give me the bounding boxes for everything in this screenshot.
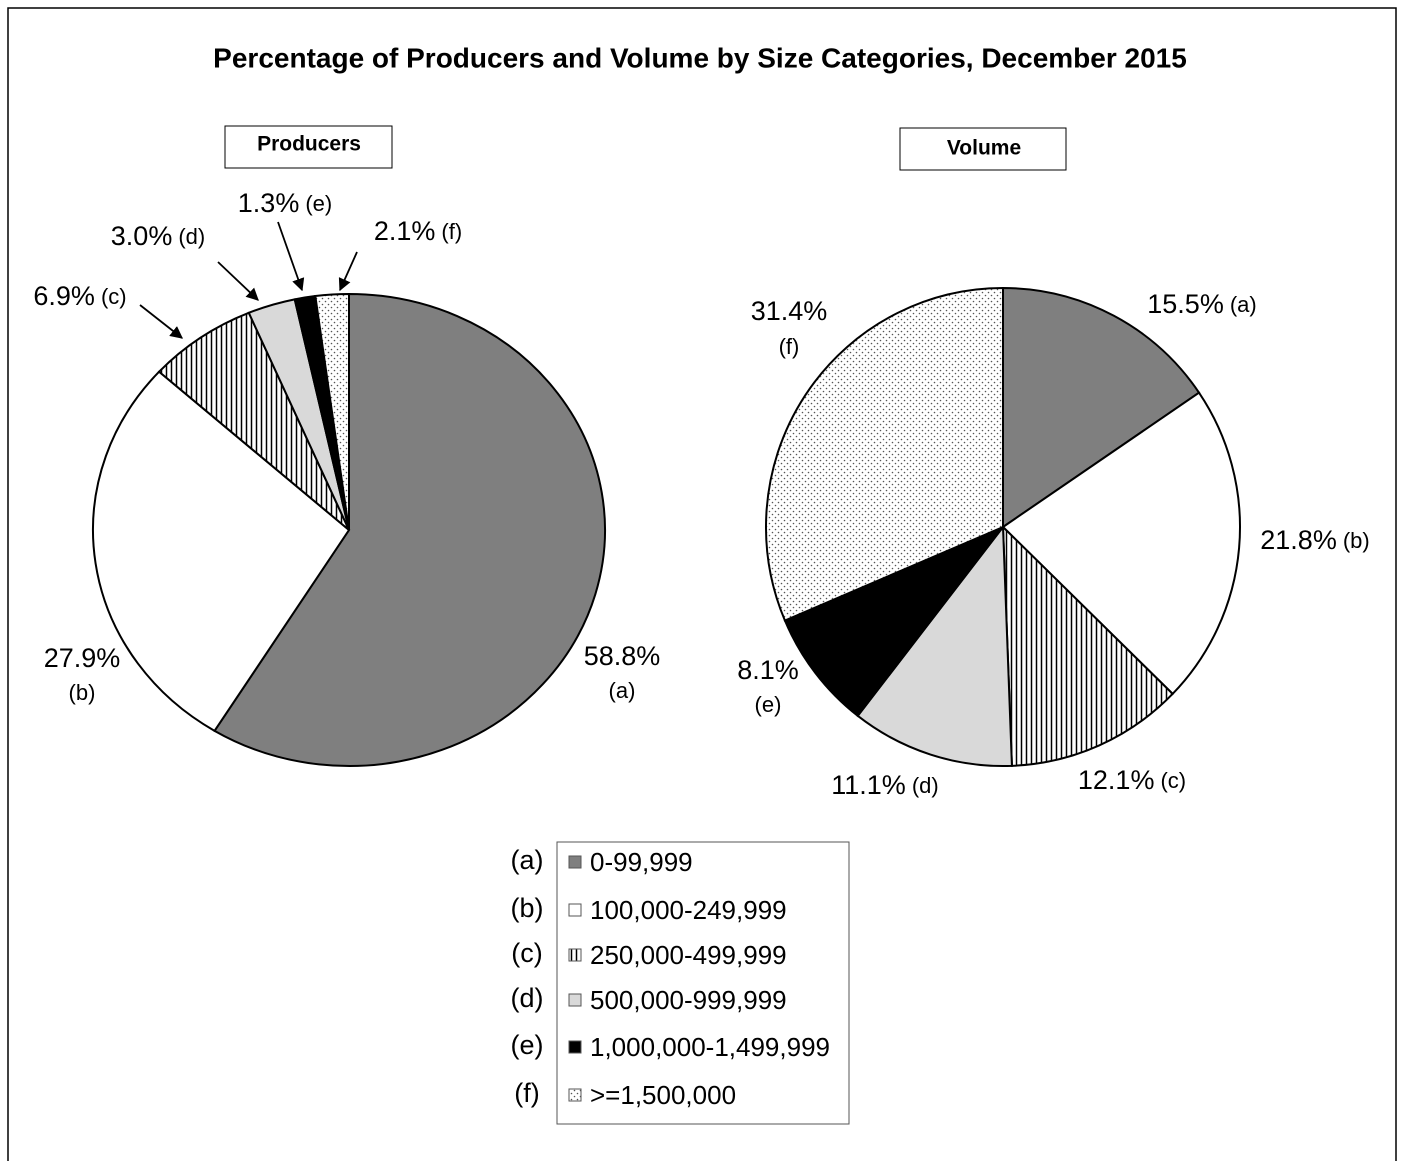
data-label-value: 15.5% xyxy=(1147,289,1224,319)
data-label: 1.3% (e) xyxy=(238,188,332,218)
pie-title: Volume xyxy=(947,137,1021,160)
pie-slice xyxy=(213,292,606,767)
data-label: 58.8% xyxy=(584,641,661,671)
data-label-key: (f) xyxy=(779,334,800,359)
data-label-key: (b) xyxy=(1343,528,1370,553)
legend-key: (a) xyxy=(511,845,544,875)
legend-label: 250,000-499,999 xyxy=(590,940,787,970)
pie-title: Producers xyxy=(257,133,361,156)
pie-slice xyxy=(765,286,1004,622)
data-label-value: 11.1% xyxy=(831,770,906,800)
pie-slice xyxy=(314,292,350,531)
data-label-key: (b) xyxy=(69,680,96,705)
legend-label: >=1,500,000 xyxy=(590,1080,736,1110)
legend-key: (b) xyxy=(511,893,544,923)
data-label-key: (c) xyxy=(1160,768,1186,793)
data-label-value: 2.1% xyxy=(374,216,436,246)
leader-line xyxy=(217,261,259,301)
pie-slice xyxy=(1001,391,1241,696)
legend-swatch xyxy=(568,948,582,962)
pie-slice xyxy=(783,524,1007,718)
data-label-key: (d) xyxy=(178,224,205,249)
data-label-key: (a) xyxy=(609,678,636,703)
legend-label: 1,000,000-1,499,999 xyxy=(590,1032,830,1062)
data-label-value: 6.9% xyxy=(33,281,95,311)
legend-swatch xyxy=(568,993,582,1007)
data-label-value: 12.1% xyxy=(1078,765,1155,795)
legend-label: 100,000-249,999 xyxy=(590,895,787,925)
data-label: 31.4% xyxy=(751,296,828,326)
data-label-value: 21.8% xyxy=(1260,525,1337,555)
chart-title: Percentage of Producers and Volume by Si… xyxy=(213,42,1187,73)
leader-lines xyxy=(139,221,358,339)
legend-swatch xyxy=(568,903,582,917)
legend-label: 500,000-999,999 xyxy=(590,985,787,1015)
pie-slice xyxy=(856,524,1013,767)
data-label: 3.0% (d) xyxy=(111,221,205,251)
data-label-key: (c) xyxy=(101,284,127,309)
legend-swatch xyxy=(568,855,582,869)
pie-title-box xyxy=(224,125,393,169)
legend-key: (c) xyxy=(511,938,542,968)
data-label-key: (e) xyxy=(755,692,782,717)
data-label-key: (a) xyxy=(1230,292,1257,317)
data-label: 2.1% (f) xyxy=(374,216,462,246)
data-label: 21.8% (b) xyxy=(1260,525,1369,555)
pie-title-box xyxy=(899,127,1067,171)
legend-swatch xyxy=(568,1088,582,1102)
leader-line xyxy=(338,251,358,292)
leader-line xyxy=(139,304,183,339)
legend-key: (d) xyxy=(511,983,544,1013)
data-label-key: (d) xyxy=(912,773,939,798)
data-label: 27.9% xyxy=(44,643,121,673)
data-label-value: 3.0% xyxy=(111,221,173,251)
data-label: 6.9% (c) xyxy=(33,281,126,311)
data-label-value: 1.3% xyxy=(238,188,300,218)
data-label: 11.1% (d) xyxy=(831,770,938,800)
legend-key: (e) xyxy=(511,1030,544,1060)
legend-swatch xyxy=(568,1040,582,1054)
pie-slice xyxy=(92,370,351,733)
legend-label: 0-99,999 xyxy=(590,847,693,877)
pie-slice xyxy=(157,311,350,531)
data-label-key: (e) xyxy=(305,191,332,216)
data-label: 15.5% (a) xyxy=(1147,289,1256,319)
leader-line xyxy=(277,221,305,292)
legend-box xyxy=(556,841,850,1125)
legend-key: (f) xyxy=(514,1078,539,1108)
data-label: 8.1% xyxy=(737,655,799,685)
frame xyxy=(7,7,1397,1161)
data-label-key: (f) xyxy=(441,219,462,244)
data-label: 12.1% (c) xyxy=(1078,765,1186,795)
pie-slice xyxy=(1002,286,1201,529)
pie-slice xyxy=(1001,524,1175,767)
